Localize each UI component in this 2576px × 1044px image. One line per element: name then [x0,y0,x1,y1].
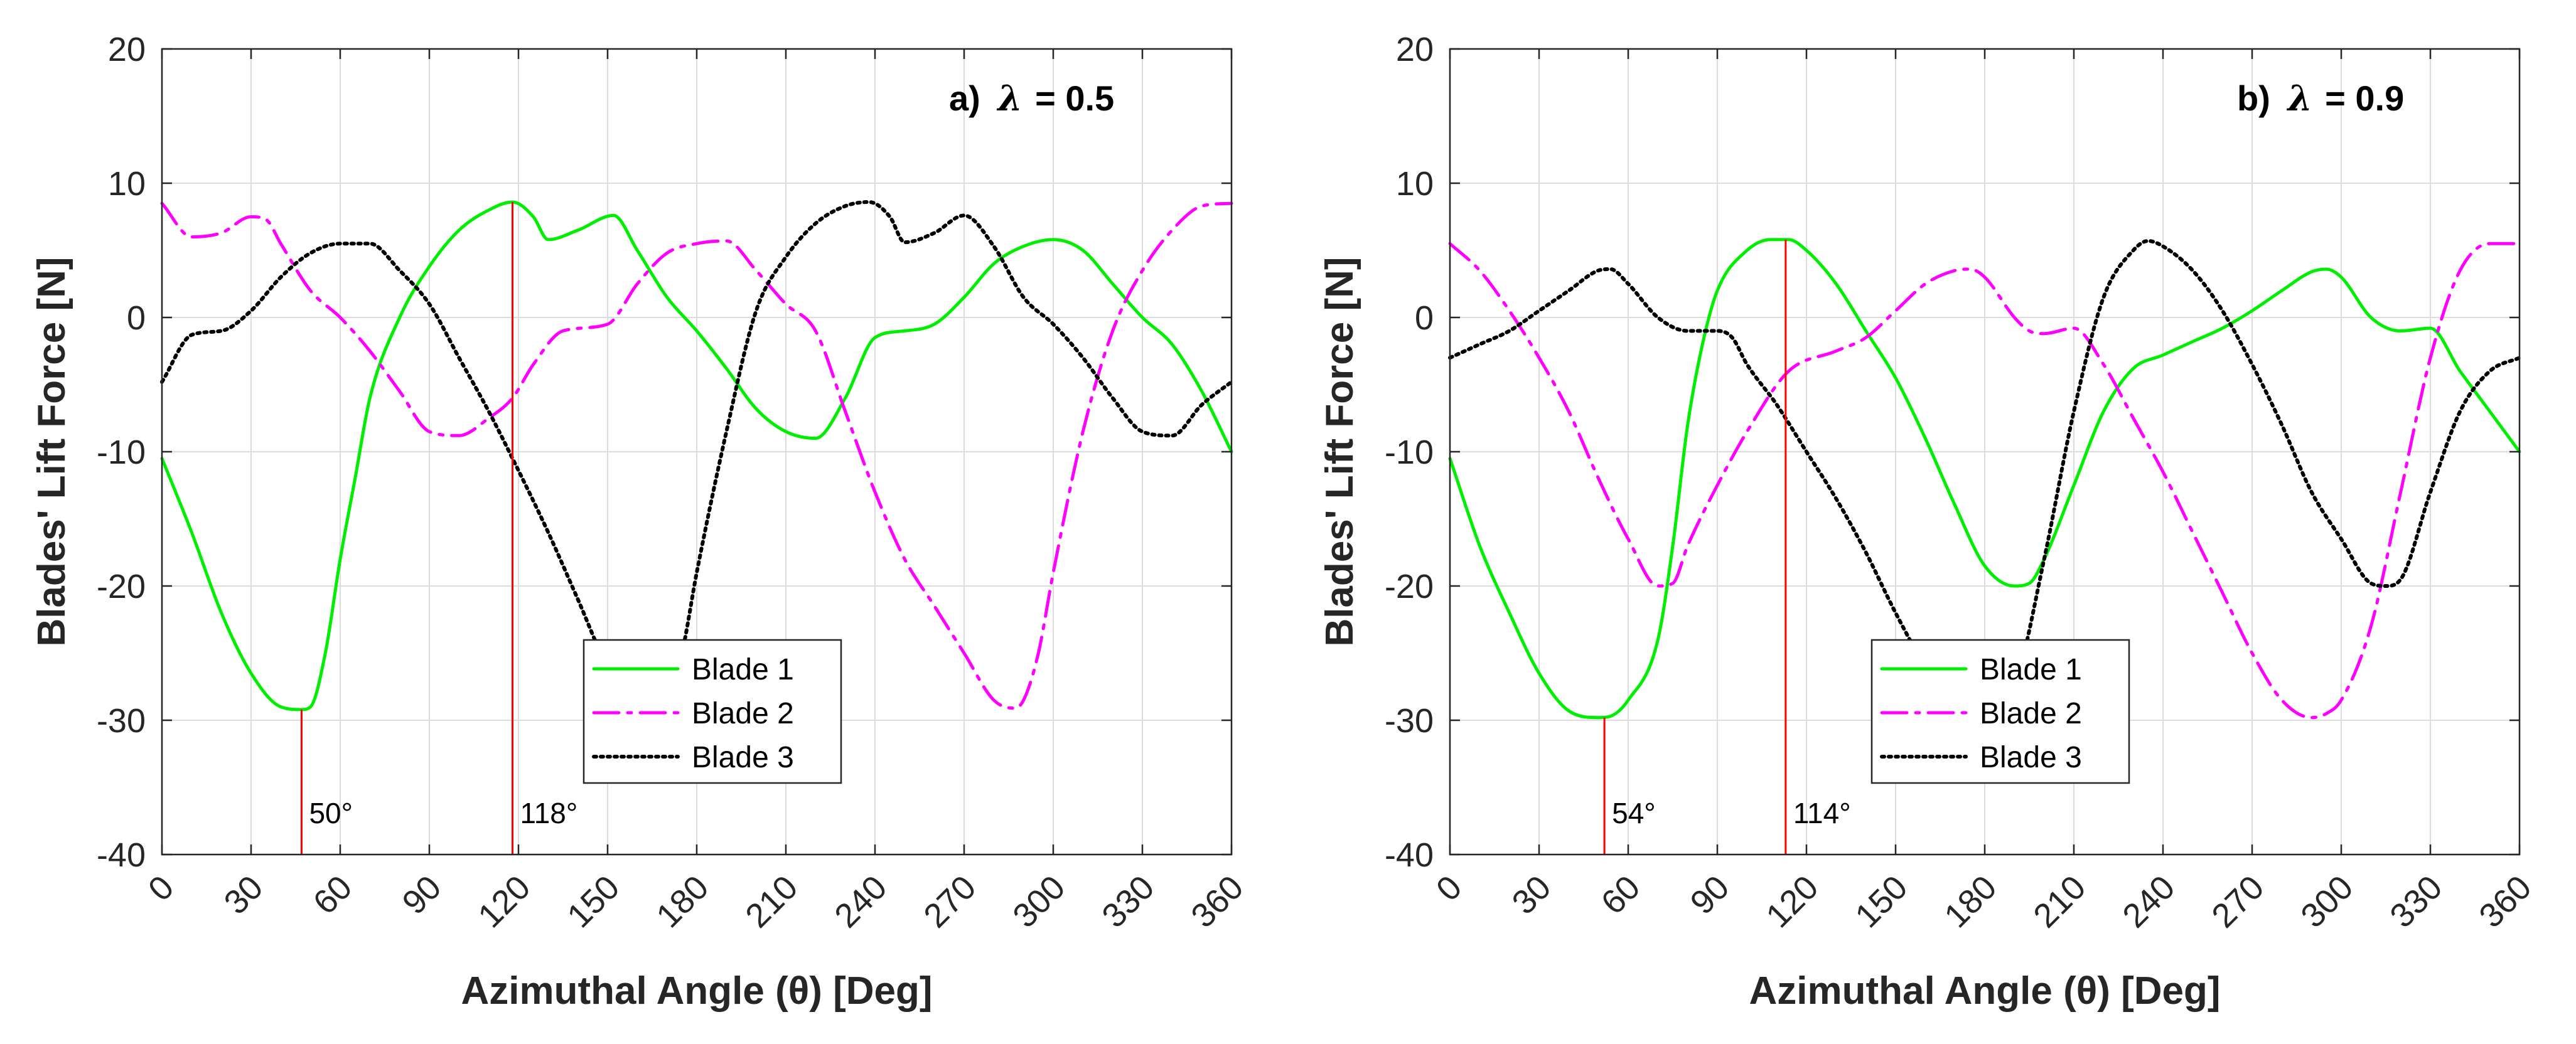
y-tick-label: -30 [1385,702,1434,740]
series-line-blade-1 [1448,238,2521,720]
x-tick-label: 240 [2115,868,2182,935]
legend[interactable]: Blade 1 Blade 2 Blade 3 [582,639,842,784]
x-tick-label: 0 [1429,868,1469,908]
y-tick-label: -20 [97,568,146,605]
x-axis-title: Azimuthal Angle (θ) [Deg] [1749,969,2220,1013]
legend-box [582,639,842,784]
legend-label-blade-2: Blade 2 [692,697,794,730]
x-tick-label: 90 [395,868,449,922]
y-axis-title: Blades' Lift Force [N] [1318,257,1361,646]
y-tick-label: 20 [1396,31,1434,68]
x-tick-label: 330 [1095,868,1161,935]
annotation-label: 118° [520,797,578,829]
annotations: 50° 118° [300,201,578,855]
y-tick-label: 10 [108,165,146,203]
x-tick-label: 210 [738,868,805,935]
x-tick-label: 150 [1848,868,1914,935]
x-tick-label: 30 [217,868,271,922]
x-tick-label: 120 [471,868,537,935]
x-tick-label: 180 [1937,868,2004,935]
annotation-label: 50° [309,797,353,829]
x-tick-label: 150 [560,868,626,935]
legend[interactable]: Blade 1 Blade 2 Blade 3 [1870,639,2130,784]
x-tick-label: 300 [2294,868,2360,935]
x-tick-label: 360 [2472,868,2538,935]
y-tick-label: -10 [97,434,146,471]
series-line-blade-2 [160,201,1233,710]
series-line-blade-1 [160,200,1233,711]
y-tick-label: -40 [97,836,146,874]
legend-label-blade-3: Blade 3 [1980,741,2082,774]
series-lines [160,200,1233,711]
legend-label-blade-1: Blade 1 [1980,653,2082,686]
y-axis-title: Blades' Lift Force [N] [30,257,73,646]
panel-title: a) λ = 0.5 [949,78,1114,119]
series-line-blade-2 [1448,242,2521,720]
x-tick-label: 270 [916,868,983,935]
x-tick-label: 0 [141,868,181,908]
x-tick-label: 330 [2383,868,2449,935]
annotation-label: 54° [1612,797,1656,829]
x-tick-label: 30 [1505,868,1559,922]
legend-label-blade-1: Blade 1 [692,653,794,686]
chart-a: 50° 118° -40 -30 -20 -10 0 10 20 0 30 60 90 120 150 18… [30,31,1251,1013]
panel-title: b) λ = 0.9 [2237,78,2404,119]
y-tick-label: 0 [127,299,146,337]
x-tick-label: 60 [306,868,360,922]
chart-b: 54° 114° -40 -30 -20 -10 0 10 20 0 30 60 90 120 150 18… [1318,31,2539,1013]
y-tick-label: -40 [1385,836,1434,874]
x-tick-label: 120 [1759,868,1825,935]
legend-box [1870,639,2130,784]
annotations: 54° 114° [1603,239,1851,855]
y-tick-label: 10 [1396,165,1434,203]
x-tick-label: 300 [1006,868,1072,935]
series-line-blade-3 [160,200,1233,710]
x-tick-label: 210 [2026,868,2093,935]
x-tick-label: 90 [1683,868,1737,922]
x-tick-label: 60 [1594,868,1648,922]
y-tick-label: -30 [97,702,146,740]
y-tick-label: -20 [1385,568,1434,605]
y-tick-label: -10 [1385,434,1434,471]
legend-label-blade-2: Blade 2 [1980,697,2082,730]
x-axis-title: Azimuthal Angle (θ) [Deg] [461,969,932,1013]
legend-label-blade-3: Blade 3 [692,741,794,774]
x-tick-label: 270 [2204,868,2271,935]
plot-area-b: 54° 114° -40 -30 -20 -10 0 10 20 0 30 60 90 120 150 18… [1385,31,2539,935]
annotation-label: 114° [1793,797,1851,829]
x-tick-label: 180 [649,868,716,935]
x-tick-label: 240 [827,868,894,935]
plot-area-a: 50° 118° -40 -30 -20 -10 0 10 20 0 30 60 90 120 150 18… [97,31,1251,935]
x-tick-label: 360 [1184,868,1250,935]
y-tick-label: 20 [108,31,146,68]
y-tick-label: 0 [1415,299,1434,337]
